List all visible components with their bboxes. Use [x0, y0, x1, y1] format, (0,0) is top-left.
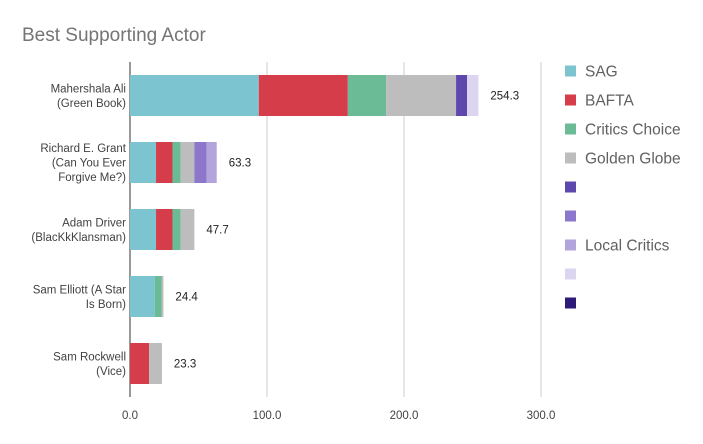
legend-swatch [565, 65, 576, 77]
category-label: Richard E. Grant (Can You Ever Forgive Me?… [40, 143, 126, 184]
legend-swatch [565, 152, 576, 164]
legend-swatch [565, 94, 576, 106]
bar-segment [172, 209, 181, 250]
bar-segment [180, 142, 195, 183]
bar-segment [172, 142, 181, 183]
bar-segment [149, 343, 162, 384]
total-labels: 254.3 63.3 47.7 24.4 23.3 [174, 91, 519, 371]
legend-swatch [565, 123, 576, 135]
x-tick-label: 200.0 [390, 410, 419, 422]
legend-label: SAG [585, 64, 618, 81]
bar-segment [258, 75, 348, 116]
bar-segment [386, 75, 457, 116]
x-tick-label: 0.0 [122, 410, 138, 422]
legend-label: Local Critics [585, 238, 670, 255]
bars [130, 75, 479, 384]
legend-swatch [565, 268, 576, 280]
legend-swatch [565, 181, 576, 193]
bar-segment [130, 142, 157, 183]
bar-segment [156, 209, 173, 250]
bar-segment [347, 75, 387, 116]
bar-segment [161, 276, 164, 317]
legend: SAG BAFTA Critics Choice Golden Globe Local … [565, 64, 681, 309]
bar-segment [130, 343, 150, 384]
bar-segment [156, 142, 173, 183]
legend-label: BAFTA [585, 93, 634, 110]
category-label: Adam Driver (BlacKkKlansman) [31, 217, 126, 244]
legend-swatch [565, 239, 576, 251]
bar-segment [456, 75, 468, 116]
bar-segment [206, 142, 217, 183]
legend-label: Golden Globe [585, 151, 681, 168]
category-labels: Mahershala Ali (Green Book) Richard E. Gra… [31, 83, 126, 378]
category-label: Sam Rockwell (Vice) [53, 351, 126, 378]
total-label: 254.3 [490, 91, 519, 103]
x-tick-label: 300.0 [527, 410, 556, 422]
total-label: 23.3 [174, 359, 196, 371]
total-label: 63.3 [229, 158, 251, 170]
category-label: Sam Elliott (A Star Is Born) [33, 284, 126, 311]
legend-label: Critics Choice [585, 122, 681, 139]
bar-segment [130, 276, 155, 317]
legend-swatch [565, 297, 576, 309]
x-tick-label: 100.0 [253, 410, 282, 422]
bar-segment [180, 209, 195, 250]
bar-segment [130, 209, 157, 250]
bar-segment [467, 75, 479, 116]
x-axis-ticks: 0.0 100.0 200.0 300.0 [122, 410, 555, 422]
bar-segment [154, 276, 162, 317]
chart-title: Best Supporting Actor [22, 25, 206, 46]
total-label: 47.7 [206, 225, 228, 237]
total-label: 24.4 [175, 292, 198, 304]
bar-segment [194, 142, 207, 183]
legend-swatch [565, 210, 576, 222]
category-label: Mahershala Ali (Green Book) [51, 83, 127, 110]
bar-segment [130, 75, 259, 116]
